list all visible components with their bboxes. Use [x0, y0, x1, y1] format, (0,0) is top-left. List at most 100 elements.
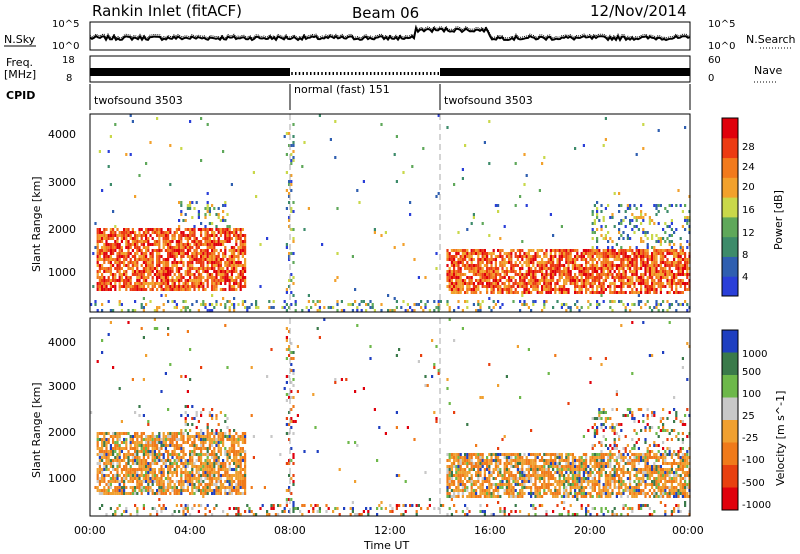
power-pixel [356, 309, 359, 312]
power-pixel [472, 249, 475, 252]
velocity-pixel [164, 465, 167, 468]
power-pixel [655, 300, 658, 303]
power-pixel [549, 288, 552, 291]
power-pixel [393, 309, 396, 312]
power-pixel [598, 285, 601, 288]
power-pixel [215, 279, 218, 282]
velocity-pixel [151, 441, 154, 444]
velocity-pixel [466, 456, 469, 459]
power-pixel [589, 267, 592, 270]
power-pixel [230, 249, 233, 252]
power-pixel [114, 234, 117, 237]
power-pixel [626, 234, 629, 237]
power-pixel [470, 276, 473, 279]
velocity-pixel [116, 462, 119, 465]
velocity-pixel [208, 486, 211, 489]
velocity-pixel [182, 462, 185, 465]
power-pixel [578, 273, 581, 276]
power-pixel [101, 276, 104, 279]
power-pixel [532, 279, 535, 282]
velocity-pixel [448, 453, 451, 456]
velocity-pixel [292, 378, 295, 381]
power-pixel [96, 240, 99, 243]
power-pixel [193, 276, 196, 279]
velocity-pixel [186, 474, 189, 477]
power-pixel [142, 282, 145, 285]
power-pixel [292, 156, 295, 159]
freq-dot [373, 72, 376, 75]
power-pixel [215, 258, 218, 261]
power-pixel [585, 258, 588, 261]
velocity-pixel [244, 468, 247, 471]
power-pixel [686, 303, 689, 306]
power-pixel [602, 282, 605, 285]
power-pixel [547, 273, 550, 276]
power-pixel [241, 255, 244, 258]
power-pixel [237, 228, 240, 231]
power-pixel [607, 258, 610, 261]
power-pixel [464, 144, 467, 147]
velocity-pixel [464, 504, 467, 507]
power-pixel [668, 270, 671, 273]
velocity-pixel [349, 507, 352, 510]
power-pixel [211, 276, 214, 279]
velocity-pixel [125, 465, 128, 468]
power-pixel [532, 276, 535, 279]
power-pixel [545, 273, 548, 276]
power-pixel [453, 255, 456, 258]
power-pixel [224, 279, 227, 282]
power-pixel [527, 291, 530, 294]
velocity-pixel [228, 486, 231, 489]
power-pixel [613, 276, 616, 279]
velocity-pixel [142, 456, 145, 459]
velocity-pixel [472, 468, 475, 471]
power-pixel [206, 255, 209, 258]
power-pixel [580, 306, 583, 309]
power-pixel [505, 291, 508, 294]
power-pixel [219, 279, 222, 282]
velocity-pixel [103, 474, 106, 477]
velocity-pixel [459, 480, 462, 483]
power-pixel [116, 255, 119, 258]
power-pixel [96, 243, 99, 246]
power-pixel [686, 309, 689, 312]
power-pixel [290, 153, 293, 156]
power-pixel [175, 255, 178, 258]
power-pixel [178, 252, 181, 255]
velocity-pixel [184, 429, 187, 432]
velocity-pixel [116, 474, 119, 477]
velocity-pixel [492, 471, 495, 474]
velocity-pixel [107, 480, 110, 483]
power-pixel [101, 240, 104, 243]
power-pixel [543, 285, 546, 288]
velocity-pixel [151, 477, 154, 480]
velocity-pixel [140, 474, 143, 477]
velocity-pixel [464, 477, 467, 480]
power-pixel [521, 267, 524, 270]
power-pixel [184, 213, 187, 216]
power-pixel [453, 264, 456, 267]
power-pixel [569, 282, 572, 285]
power-pixel [492, 258, 495, 261]
velocity-pixel [292, 510, 295, 513]
power-pixel [182, 243, 185, 246]
power-pixel [534, 300, 537, 303]
power-pixel [164, 231, 167, 234]
velocity-pixel [191, 477, 194, 480]
power-colorbar-swatch [722, 197, 738, 218]
power-pixel [662, 249, 665, 252]
power-pixel [527, 273, 530, 276]
power-pixel [670, 219, 673, 222]
freq-label-line2: [MHz] [4, 68, 36, 81]
velocity-pixel [136, 447, 139, 450]
power-pixel [448, 276, 451, 279]
velocity-pixel [490, 513, 493, 516]
power-pixel [512, 285, 515, 288]
power-pixel [609, 216, 612, 219]
velocity-pixel [109, 486, 112, 489]
velocity-pixel [156, 456, 159, 459]
power-pixel [642, 147, 645, 150]
power-pixel [147, 258, 150, 261]
power-pixel [686, 261, 689, 264]
power-pixel [527, 249, 530, 252]
